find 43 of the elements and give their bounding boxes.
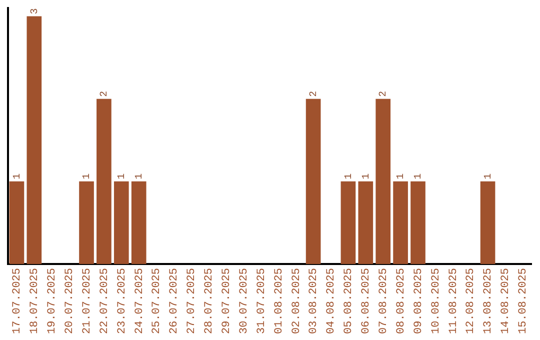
data-label: 2 xyxy=(100,90,111,97)
data-label: 1 xyxy=(117,173,128,180)
x-tick-label: 13.08.2025 xyxy=(482,268,495,334)
data-label: 1 xyxy=(361,173,372,180)
data-label: 2 xyxy=(308,90,320,97)
x-tick-label: 29.07.2025 xyxy=(220,268,233,334)
data-label: 1 xyxy=(12,173,24,180)
x-tick-label: 05.08.2025 xyxy=(343,268,356,334)
data-label: 2 xyxy=(378,90,390,97)
x-tick-label: 17.07.2025 xyxy=(12,268,24,334)
x-tick-label: 20.07.2025 xyxy=(64,268,76,334)
x-tick-label: 10.08.2025 xyxy=(430,268,442,334)
data-label: 1 xyxy=(483,173,494,180)
x-tick-label: 22.07.2025 xyxy=(98,268,111,334)
x-tick-label: 18.07.2025 xyxy=(29,268,42,334)
x-tick-label: 11.08.2025 xyxy=(448,268,460,334)
x-tick-label: 30.07.2025 xyxy=(238,268,250,334)
x-tick-label: 14.08.2025 xyxy=(500,268,512,334)
x-tick-label: 25.07.2025 xyxy=(151,268,164,334)
x-tick-label: 02.08.2025 xyxy=(290,268,303,334)
data-label: 1 xyxy=(344,173,355,180)
data-label: 1 xyxy=(414,173,425,180)
x-tick-label: 01.08.2025 xyxy=(273,268,286,334)
x-tick-label: 08.08.2025 xyxy=(395,268,408,334)
x-tick-label: 09.08.2025 xyxy=(412,268,425,334)
x-tick-label: 21.07.2025 xyxy=(81,268,94,334)
x-tick-label: 12.08.2025 xyxy=(465,268,478,334)
data-label: 1 xyxy=(134,173,146,180)
data-label: 1 xyxy=(396,173,408,180)
x-tick-label: 04.08.2025 xyxy=(326,268,338,334)
x-tick-label: 24.07.2025 xyxy=(134,268,146,334)
x-tick-label: 03.08.2025 xyxy=(308,268,320,334)
x-tick-label: 31.07.2025 xyxy=(256,268,268,334)
data-label: 3 xyxy=(30,8,41,14)
x-tick-label: 19.07.2025 xyxy=(46,268,59,334)
x-tick-label: 06.08.2025 xyxy=(360,268,373,334)
data-label: 1 xyxy=(82,173,94,180)
x-tick-label: 07.08.2025 xyxy=(378,268,390,334)
x-tick-label: 28.07.2025 xyxy=(204,268,216,334)
x-tick-label: 26.07.2025 xyxy=(168,268,181,334)
x-tick-label: 27.07.2025 xyxy=(186,268,198,334)
x-tick-label: 23.07.2025 xyxy=(116,268,128,334)
x-tick-label: 15.08.2025 xyxy=(518,268,530,334)
